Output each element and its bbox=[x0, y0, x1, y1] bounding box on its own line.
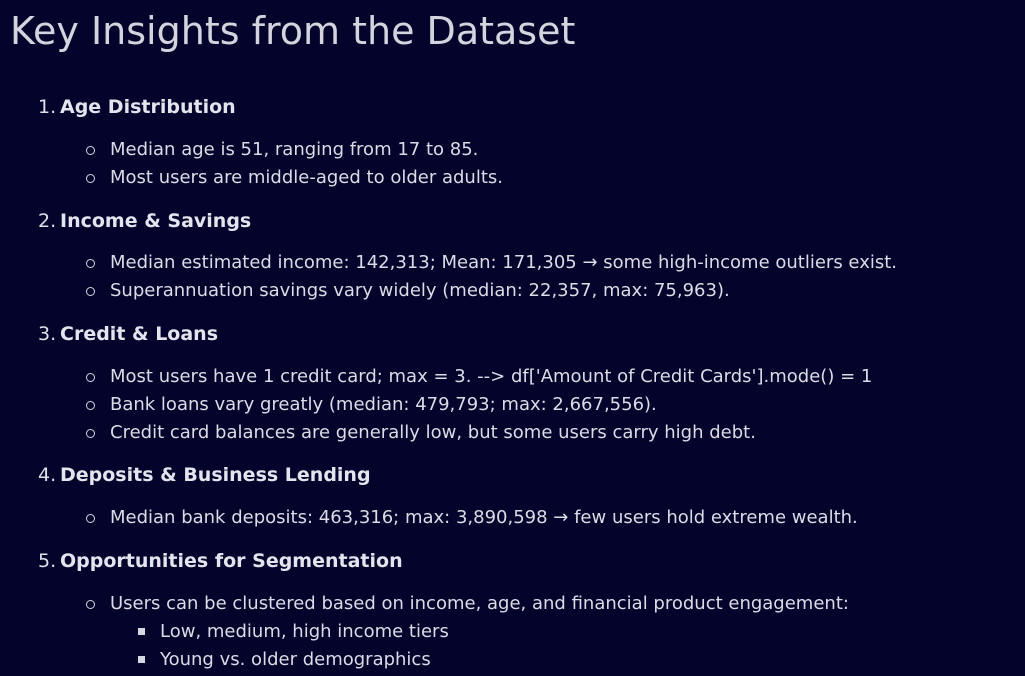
list-item: Users can be clustered based on income, … bbox=[110, 593, 849, 614]
hollow-circle-bullet-icon bbox=[86, 287, 95, 296]
section-heading: Age Distribution bbox=[60, 96, 236, 118]
hollow-circle-bullet-icon bbox=[86, 373, 95, 382]
hollow-circle-bullet-icon bbox=[86, 600, 95, 609]
section-heading: Income & Savings bbox=[60, 210, 252, 232]
hollow-circle-bullet-icon bbox=[86, 429, 95, 438]
section-heading: Deposits & Business Lending bbox=[60, 464, 371, 486]
sub-list-item: Low, medium, high income tiers bbox=[160, 621, 449, 642]
list-item: Superannuation savings vary widely (medi… bbox=[110, 280, 730, 301]
list-item: Most users are middle-aged to older adul… bbox=[110, 167, 503, 188]
section-number: 4. bbox=[38, 464, 57, 486]
square-bullet-icon bbox=[138, 656, 145, 663]
hollow-circle-bullet-icon bbox=[86, 146, 95, 155]
list-item: Median age is 51, ranging from 17 to 85. bbox=[110, 139, 479, 160]
hollow-circle-bullet-icon bbox=[86, 514, 95, 523]
section-number: 1. bbox=[38, 96, 57, 118]
list-item: Bank loans vary greatly (median: 479,793… bbox=[110, 394, 657, 415]
square-bullet-icon bbox=[138, 628, 145, 635]
list-item: Median bank deposits: 463,316; max: 3,89… bbox=[110, 507, 858, 528]
list-item: Most users have 1 credit card; max = 3. … bbox=[110, 366, 873, 387]
sub-list-item: Young vs. older demographics bbox=[160, 649, 431, 670]
list-item: Credit card balances are generally low, … bbox=[110, 422, 756, 443]
section-number: 5. bbox=[38, 550, 57, 572]
hollow-circle-bullet-icon bbox=[86, 259, 95, 268]
list-item: Median estimated income: 142,313; Mean: … bbox=[110, 252, 897, 273]
section-heading: Opportunities for Segmentation bbox=[60, 550, 403, 572]
hollow-circle-bullet-icon bbox=[86, 401, 95, 410]
page-title: Key Insights from the Dataset bbox=[10, 9, 576, 53]
section-number: 3. bbox=[38, 323, 57, 345]
section-heading: Credit & Loans bbox=[60, 323, 219, 345]
hollow-circle-bullet-icon bbox=[86, 174, 95, 183]
section-number: 2. bbox=[38, 210, 57, 232]
